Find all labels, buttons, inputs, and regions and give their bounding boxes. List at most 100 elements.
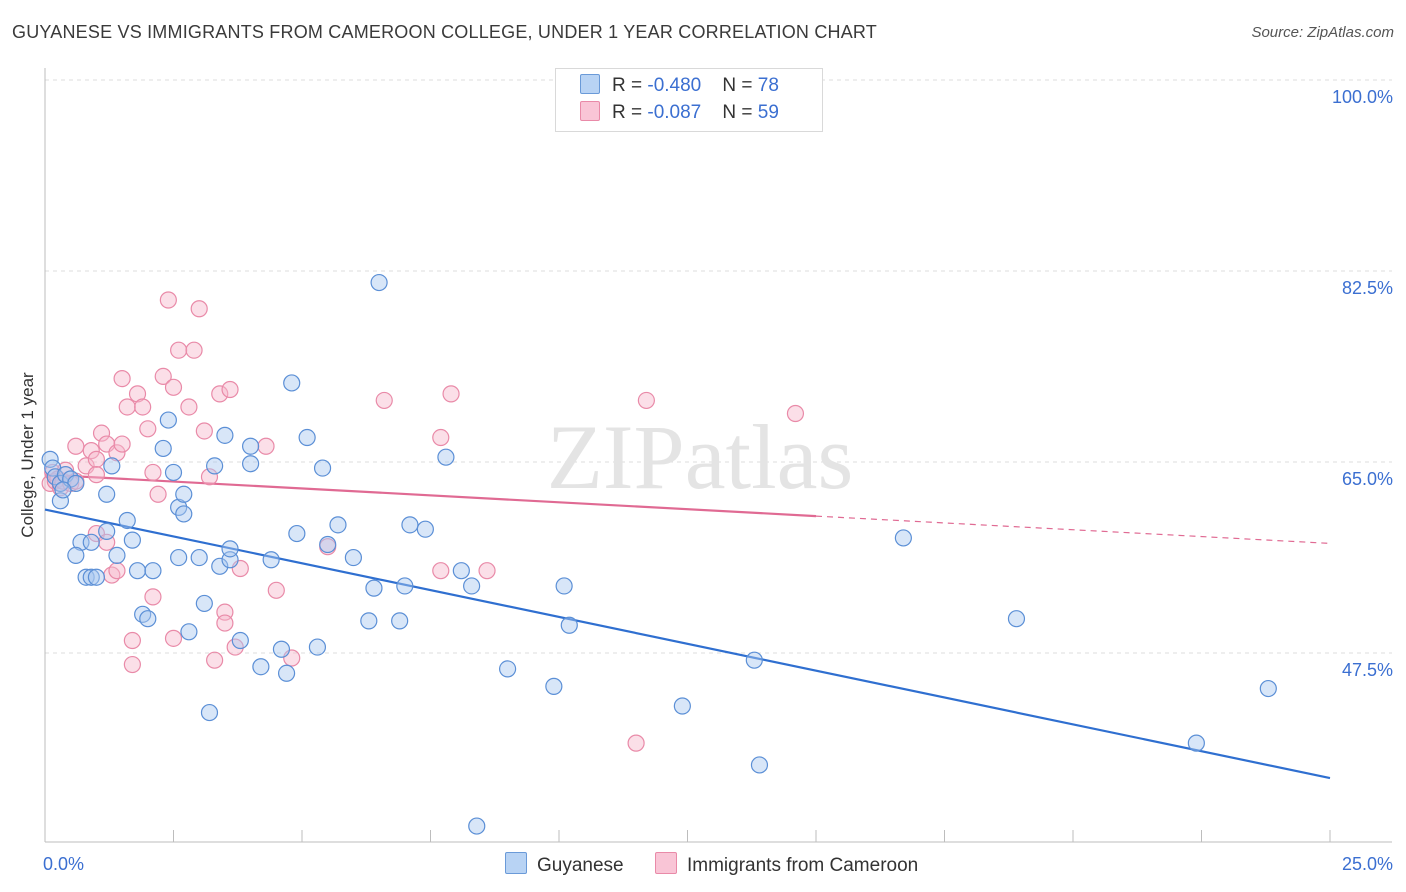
guyanese-point xyxy=(180,623,198,641)
cameroon-trend-line xyxy=(44,473,817,518)
legend-r-value: -0.480 xyxy=(647,75,702,96)
cameroon-point xyxy=(257,437,275,455)
guyanese-point xyxy=(1187,734,1205,752)
guyanese-point xyxy=(452,562,470,580)
guyanese-point xyxy=(175,485,193,503)
series-cameroon-points xyxy=(41,291,805,752)
guyanese-point xyxy=(200,703,219,722)
guyanese-point xyxy=(118,511,136,530)
cameroon-point xyxy=(56,461,75,479)
guyanese-point xyxy=(329,516,347,534)
trend-lines xyxy=(44,473,1331,780)
y-tick-label: 100.0% xyxy=(1332,87,1393,107)
cameroon-point xyxy=(200,468,219,486)
legend-label: Immigrants from Cameroon xyxy=(687,855,919,876)
guyanese-point xyxy=(1259,679,1277,698)
legend-r-label: R = xyxy=(612,75,648,96)
guyanese-point xyxy=(231,631,249,650)
legend-swatch-pink xyxy=(655,852,677,874)
cameroon-point xyxy=(154,367,172,386)
cameroon-point xyxy=(221,380,239,399)
guyanese-point xyxy=(288,524,306,543)
axes xyxy=(44,68,1392,843)
guyanese-point xyxy=(370,273,388,292)
legend-item-cameroon[interactable]: Immigrants from Cameroon xyxy=(655,852,918,877)
cameroon-point xyxy=(128,385,147,403)
cameroon-point xyxy=(211,385,229,403)
cameroon-point xyxy=(185,341,203,359)
cameroon-point xyxy=(108,444,126,462)
cameroon-point xyxy=(139,420,157,438)
guyanese-point xyxy=(894,529,912,547)
guyanese-point xyxy=(108,546,126,565)
cameroon-point xyxy=(159,291,177,309)
guyanese-point xyxy=(139,610,157,628)
cameroon-point xyxy=(195,422,213,440)
cameroon-point xyxy=(170,341,188,359)
chart-title: GUYANESE VS IMMIGRANTS FROM CAMEROON COL… xyxy=(12,22,877,42)
guyanese-point xyxy=(87,568,106,586)
guyanese-point xyxy=(164,463,183,482)
legend-swatch-blue xyxy=(580,74,600,94)
legend-n-value: 59 xyxy=(757,102,779,123)
cameroon-point xyxy=(144,588,162,606)
guyanese-point xyxy=(283,374,301,392)
guyanese-point xyxy=(98,522,116,540)
cameroon-point xyxy=(432,428,450,447)
guyanese-point xyxy=(159,411,177,429)
cameroon-point xyxy=(786,404,805,423)
guyanese-point xyxy=(82,568,100,586)
legend-r-label: R = xyxy=(612,102,648,123)
cameroon-point xyxy=(206,651,224,669)
cameroon-point xyxy=(82,442,100,460)
guyanese-point xyxy=(298,428,316,447)
guyanese-point xyxy=(211,557,229,575)
legend-n-label: N = xyxy=(722,75,758,96)
cameroon-point xyxy=(87,450,106,468)
guyanese-point xyxy=(252,658,270,676)
guyanese-point xyxy=(396,577,414,595)
guyanese-point xyxy=(123,531,141,549)
guyanese-point xyxy=(272,640,291,658)
cameroon-point xyxy=(190,300,208,318)
legend-item-guyanese[interactable]: Guyanese xyxy=(505,852,624,877)
cameroon-point xyxy=(216,614,234,632)
cameroon-point xyxy=(375,391,393,410)
guyanese-trend-line xyxy=(44,508,1331,780)
legend-n-value: 78 xyxy=(757,75,779,96)
cameroon-point xyxy=(123,631,141,650)
cameroon-point xyxy=(87,466,106,484)
cameroon-point xyxy=(267,581,285,599)
guyanese-point xyxy=(468,817,486,835)
guyanese-point xyxy=(175,505,193,523)
cameroon-point xyxy=(180,398,198,416)
guyanese-point xyxy=(128,562,147,580)
cameroon-point xyxy=(164,629,183,647)
guyanese-point xyxy=(360,612,378,630)
guyanese-point xyxy=(170,548,188,567)
guyanese-point xyxy=(242,437,260,455)
guyanese-point xyxy=(313,459,332,477)
guyanese-point xyxy=(216,426,234,444)
legend-swatch-blue xyxy=(505,852,527,874)
legend-row-guyanese: R = -0.480 N = 78 xyxy=(580,74,779,100)
cameroon-point xyxy=(113,435,131,453)
cameroon-point xyxy=(478,562,496,580)
series-guyanese-points xyxy=(41,273,1277,835)
guyanese-point xyxy=(277,664,296,682)
stats-legend: R = -0.480 N = 78 R = -0.087 N = 59 xyxy=(555,68,823,132)
guyanese-point xyxy=(673,697,691,715)
guyanese-point xyxy=(221,540,239,558)
y-axis-label: College, Under 1 year xyxy=(18,372,37,538)
guyanese-point xyxy=(98,485,116,503)
guyanese-point xyxy=(262,551,280,569)
cameroon-point xyxy=(144,463,162,482)
x-tick-label: 25.0% xyxy=(1342,854,1393,874)
legend-row-cameroon: R = -0.087 N = 59 xyxy=(580,101,779,127)
x-tick-label: 0.0% xyxy=(43,854,84,874)
guyanese-point xyxy=(416,520,434,538)
legend-label: Guyanese xyxy=(537,855,624,876)
guyanese-point xyxy=(344,548,362,567)
guyanese-point xyxy=(195,594,213,613)
source-label: Source: ZipAtlas.com xyxy=(1251,24,1394,41)
